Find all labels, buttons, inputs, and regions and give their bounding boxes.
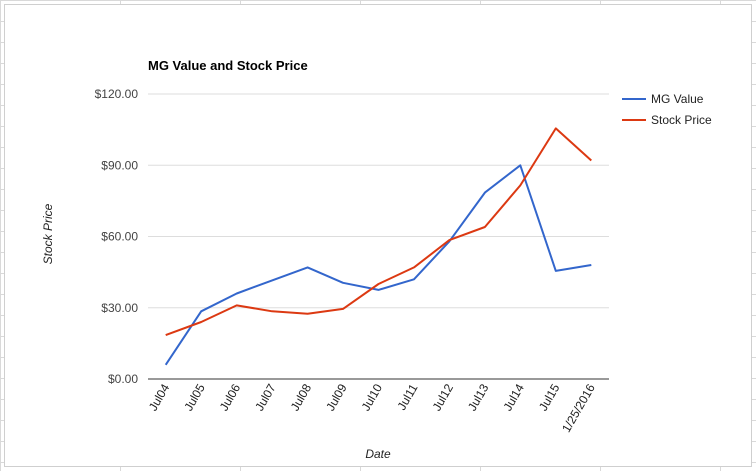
y-tick-label: $120.00 bbox=[95, 87, 139, 101]
y-tick-label: $30.00 bbox=[101, 301, 138, 315]
x-tick-label: Jul07 bbox=[252, 381, 279, 413]
legend-label-stock-price: Stock Price bbox=[651, 113, 712, 127]
y-axis: $0.00 $30.00 $60.00 $90.00 $120.00 bbox=[95, 87, 139, 386]
x-tick-label: Jul15 bbox=[536, 381, 563, 413]
x-axis-title: Date bbox=[365, 447, 391, 461]
gridlines bbox=[148, 93, 609, 380]
legend: MG Value Stock Price bbox=[622, 92, 712, 127]
mg-value-line bbox=[164, 164, 592, 366]
x-tick-label: Jul12 bbox=[430, 381, 457, 413]
y-tick-label: $90.00 bbox=[101, 158, 138, 172]
x-tick-label: Jul08 bbox=[288, 381, 315, 413]
chart-title: MG Value and Stock Price bbox=[148, 58, 308, 73]
y-axis-title: Stock Price bbox=[41, 203, 55, 264]
x-tick-label: Jul06 bbox=[217, 381, 244, 413]
y-tick-label: $60.00 bbox=[101, 230, 138, 244]
series-layer bbox=[164, 127, 592, 366]
x-tick-label: Jul14 bbox=[500, 381, 527, 413]
x-tick-label: 1/25/2016 bbox=[559, 381, 598, 435]
chart-container[interactable]: MG Value and Stock Price $0.00 $30.00 $60.… bbox=[4, 4, 752, 467]
x-tick-label: Jul11 bbox=[395, 381, 421, 412]
x-axis: Jul04 Jul05 Jul06 Jul07 Jul08 Jul09 Jul10 Jul11… bbox=[146, 381, 598, 435]
x-tick-label: Jul10 bbox=[359, 381, 386, 413]
x-tick-label: Jul04 bbox=[146, 381, 173, 413]
line-chart: MG Value and Stock Price $0.00 $30.00 $60.… bbox=[41, 58, 712, 461]
legend-label-mg-value: MG Value bbox=[651, 92, 704, 106]
stock-price-line bbox=[165, 127, 592, 337]
x-tick-label: Jul05 bbox=[181, 381, 208, 413]
x-tick-label: Jul09 bbox=[323, 381, 350, 413]
y-tick-label: $0.00 bbox=[108, 372, 138, 386]
x-tick-label: Jul13 bbox=[465, 381, 492, 413]
